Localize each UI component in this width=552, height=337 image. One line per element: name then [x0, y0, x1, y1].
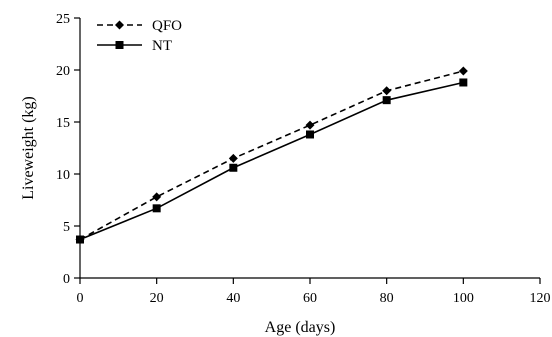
data-point-nt: [459, 78, 468, 87]
data-point-nt: [229, 163, 238, 172]
x-tick-label: 40: [226, 291, 240, 306]
y-ticks: 0 5 10 15 20 25: [56, 12, 80, 287]
legend-label-qfo: QFO: [152, 18, 182, 34]
y-axis-label: Liveweight (kg): [20, 96, 37, 200]
data-point-qfo: [228, 153, 238, 163]
x-tick-label: 60: [303, 291, 317, 306]
x-tick-label: 20: [150, 291, 164, 306]
x-tick-label: 120: [530, 291, 551, 306]
y-tick-label: 20: [56, 64, 70, 79]
series-line-qfo: [79, 70, 464, 241]
x-tick-label: 0: [77, 291, 84, 306]
data-point-qfo: [458, 66, 468, 76]
legend: QFO NT: [97, 18, 182, 54]
data-point-nt: [306, 130, 314, 139]
series-line-nt: [79, 81, 464, 241]
data-point-nt: [382, 96, 391, 105]
legend-item-nt: NT: [97, 38, 172, 54]
y-tick-label: 25: [56, 12, 70, 27]
x-tick-label: 100: [453, 291, 474, 306]
legend-item-qfo: QFO: [97, 18, 182, 34]
series-layer: [75, 66, 468, 245]
legend-marker-nt: [115, 41, 124, 49]
legend-marker-qfo: [115, 20, 124, 30]
data-point-nt: [152, 204, 161, 213]
x-ticks: 0 20 40 60 80 100 120: [77, 278, 551, 306]
y-tick-label: 10: [56, 168, 70, 183]
y-tick-label: 5: [63, 220, 70, 235]
series-nt: [76, 78, 468, 244]
x-tick-label: 80: [380, 291, 394, 306]
y-tick-label: 0: [63, 272, 70, 287]
axes: [79, 18, 540, 279]
data-point-qfo: [152, 192, 162, 202]
data-point-qfo: [382, 86, 392, 96]
data-point-nt: [76, 235, 84, 244]
y-tick-label: 15: [56, 116, 70, 131]
legend-label-nt: NT: [152, 38, 172, 54]
x-axis-label: Age (days): [265, 319, 336, 336]
data-point-qfo: [305, 120, 315, 130]
